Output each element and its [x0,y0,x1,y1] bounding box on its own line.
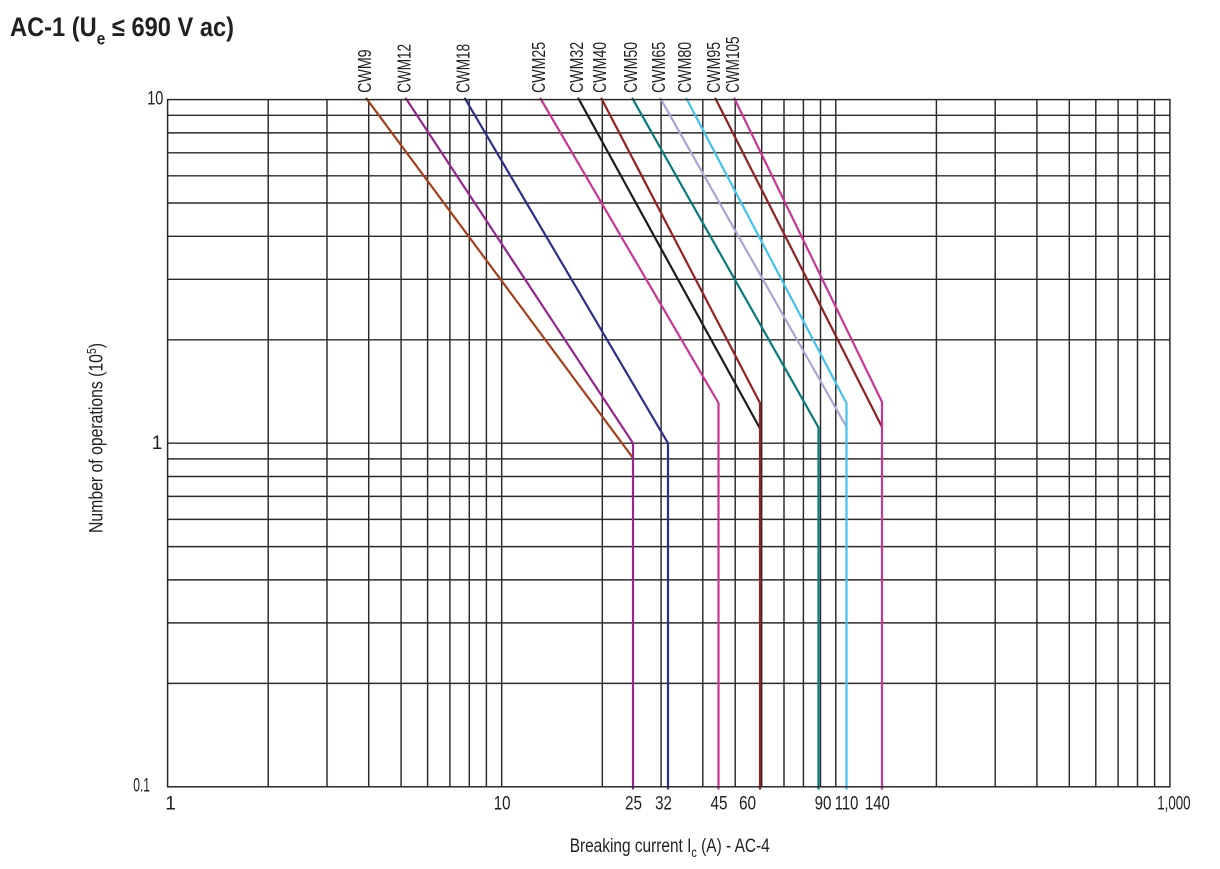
svg-text:CWM12: CWM12 [395,44,415,93]
svg-text:10: 10 [147,89,163,110]
svg-text:CWM80: CWM80 [675,42,695,93]
svg-text:10: 10 [494,794,511,815]
svg-text:90: 90 [815,794,832,815]
svg-text:0.1: 0.1 [133,776,150,797]
svg-text:CWM65: CWM65 [649,42,669,93]
svg-text:CWM18: CWM18 [454,44,474,93]
svg-text:CWM95: CWM95 [704,42,724,93]
svg-text:CWM32: CWM32 [567,42,587,93]
svg-text:CWM40: CWM40 [590,42,610,93]
svg-text:60: 60 [739,794,756,815]
svg-text:140: 140 [865,794,890,815]
svg-text:110: 110 [835,794,859,815]
svg-text:CWM25: CWM25 [529,42,549,93]
svg-text:25: 25 [625,794,642,815]
svg-text:CWM50: CWM50 [621,42,641,93]
svg-text:32: 32 [655,794,672,815]
svg-text:45: 45 [711,794,728,815]
svg-text:CWM9: CWM9 [355,49,375,93]
svg-text:Number of operations (105): Number of operations (105) [85,343,108,533]
svg-text:1: 1 [152,433,163,454]
svg-text:1,000: 1,000 [1157,794,1190,815]
svg-text:1: 1 [165,794,176,815]
svg-text:CWM105: CWM105 [723,36,743,93]
svg-text:Breaking current Ic (A) - AC-4: Breaking current Ic (A) - AC-4 [570,836,770,860]
